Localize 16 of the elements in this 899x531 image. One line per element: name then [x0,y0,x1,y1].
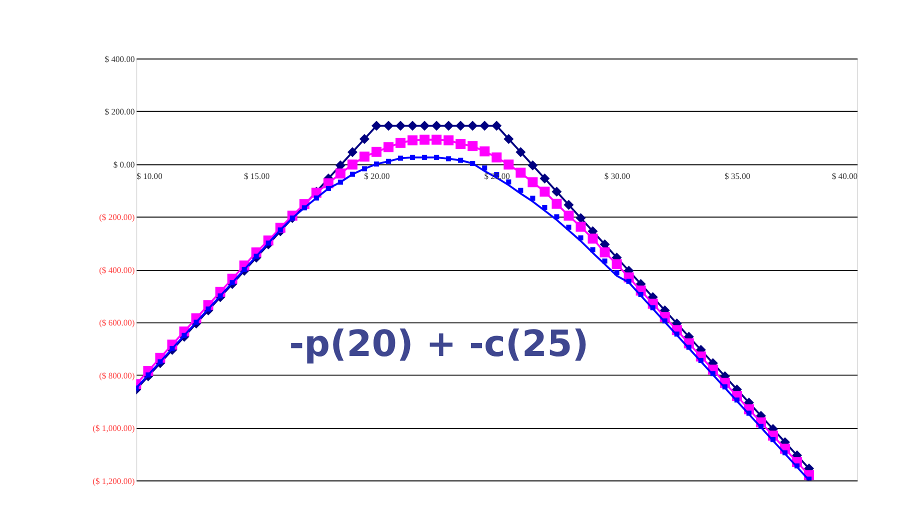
x-tick-label: $ 15.00 [244,170,270,181]
y-tick-label: ($ 200.00) [99,212,135,222]
y-tick-label: ($ 1,000.00) [92,423,135,434]
x-tick-label: $ 10.00 [136,170,162,181]
y-tick-label: ($ 1,200.00) [92,476,135,486]
y-tick-label: $ 400.00 [104,54,135,64]
y-tick-label: $ 0.00 [113,159,135,170]
y-tick-label: $ 200.00 [104,106,135,117]
x-tick-label: $ 20.00 [364,170,390,181]
y-tick-label: ($ 400.00) [99,264,135,275]
x-tick-label: $ 35.00 [724,170,750,181]
x-tick-label: $ 40.00 [832,170,858,181]
y-tick-label: ($ 800.00) [99,370,135,380]
y-tick-label: ($ 600.00) [99,318,135,328]
x-tick-label: $ 30.00 [604,170,630,181]
annotation: -p(20) + -c(25) [289,322,589,365]
